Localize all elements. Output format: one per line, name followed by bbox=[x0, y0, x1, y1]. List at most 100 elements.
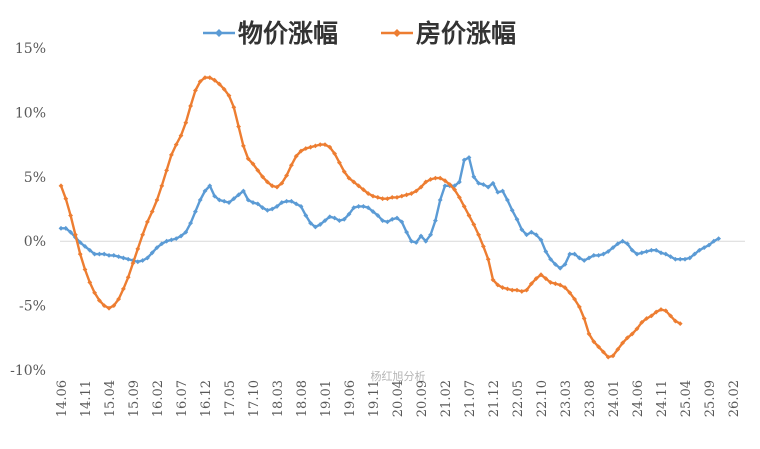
data-point bbox=[284, 198, 289, 204]
data-point bbox=[639, 319, 645, 325]
data-point bbox=[553, 261, 558, 267]
x-tick-label: 24.01 bbox=[607, 380, 622, 417]
data-point bbox=[663, 251, 669, 257]
data-point bbox=[457, 179, 462, 185]
data-point bbox=[610, 245, 616, 251]
data-point bbox=[226, 93, 232, 99]
data-point bbox=[437, 175, 443, 181]
data-point bbox=[490, 277, 496, 283]
data-point bbox=[298, 148, 304, 154]
x-tick-label: 24.11 bbox=[655, 380, 670, 417]
data-point bbox=[188, 103, 193, 109]
data-point bbox=[236, 192, 241, 198]
x-tick-label: 22.10 bbox=[535, 380, 550, 417]
legend-label-housing: 房价涨幅 bbox=[416, 19, 516, 48]
data-point bbox=[553, 281, 558, 287]
x-tick-label: 24.06 bbox=[631, 380, 646, 417]
data-point bbox=[625, 241, 630, 247]
data-point bbox=[452, 187, 457, 193]
data-point bbox=[169, 152, 174, 158]
x-tick-label: 20.04 bbox=[391, 380, 406, 417]
data-point bbox=[159, 241, 165, 247]
x-tick-label: 23.08 bbox=[583, 380, 598, 417]
data-point bbox=[351, 205, 357, 211]
legend-item-price: 物价涨幅 bbox=[203, 19, 338, 48]
data-point bbox=[658, 250, 664, 256]
y-tick-label: 0% bbox=[24, 234, 46, 250]
data-point bbox=[629, 247, 635, 253]
data-point bbox=[164, 238, 169, 244]
data-point bbox=[620, 340, 625, 346]
data-point bbox=[380, 218, 385, 223]
data-point bbox=[346, 211, 352, 217]
data-point bbox=[82, 267, 88, 272]
data-point bbox=[289, 198, 294, 204]
data-point bbox=[615, 241, 621, 247]
data-point bbox=[260, 174, 265, 180]
data-point bbox=[169, 237, 174, 243]
data-point bbox=[505, 197, 510, 203]
data-point bbox=[322, 218, 328, 223]
data-point bbox=[265, 207, 270, 213]
data-point bbox=[207, 183, 213, 189]
data-point bbox=[485, 184, 491, 190]
data-point bbox=[341, 216, 347, 222]
y-tick-label: 5% bbox=[24, 170, 46, 186]
data-point bbox=[538, 237, 544, 243]
data-point bbox=[668, 254, 673, 260]
x-tick-label: 26.02 bbox=[727, 380, 742, 417]
data-point bbox=[409, 238, 414, 244]
data-point bbox=[514, 287, 520, 293]
data-point bbox=[327, 214, 333, 220]
data-point bbox=[260, 205, 265, 211]
data-point bbox=[293, 153, 299, 159]
legend-label-price: 物价涨幅 bbox=[238, 19, 338, 48]
data-point bbox=[92, 290, 97, 296]
data-point bbox=[716, 236, 721, 242]
data-point bbox=[159, 183, 165, 189]
data-point bbox=[63, 196, 69, 202]
data-point bbox=[581, 258, 587, 263]
data-point bbox=[226, 200, 232, 205]
data-point bbox=[649, 313, 654, 319]
data-point bbox=[385, 219, 390, 225]
data-point bbox=[389, 195, 395, 200]
data-point bbox=[356, 183, 361, 189]
data-point bbox=[677, 321, 683, 327]
x-tick-label: 18.08 bbox=[295, 380, 310, 417]
data-point bbox=[111, 252, 117, 258]
y-axis: -10% -5% 0% 5% 10% 15% bbox=[10, 41, 46, 379]
data-point bbox=[241, 143, 246, 149]
data-point bbox=[577, 255, 582, 261]
data-point bbox=[601, 349, 606, 355]
data-point bbox=[236, 124, 241, 129]
data-point bbox=[586, 255, 592, 261]
x-tick-label: 23.03 bbox=[559, 380, 574, 417]
data-point bbox=[380, 196, 385, 202]
data-point bbox=[370, 193, 376, 199]
data-point bbox=[567, 251, 573, 257]
data-point bbox=[610, 353, 616, 359]
data-point bbox=[202, 75, 208, 81]
series-line bbox=[59, 76, 681, 359]
data-point bbox=[495, 189, 501, 195]
data-point bbox=[562, 285, 568, 290]
data-point bbox=[644, 316, 649, 321]
x-tick-label: 19.11 bbox=[367, 380, 382, 417]
data-point bbox=[279, 180, 285, 186]
x-tick-label: 21.02 bbox=[439, 380, 454, 417]
legend: 物价涨幅 房价涨幅 bbox=[203, 19, 516, 48]
x-tick-label: 17.10 bbox=[247, 380, 262, 417]
data-point bbox=[68, 229, 73, 235]
data-point bbox=[87, 247, 93, 253]
data-point bbox=[149, 209, 155, 214]
data-point bbox=[399, 219, 405, 225]
data-point bbox=[212, 77, 217, 83]
data-point bbox=[673, 318, 678, 324]
data-point bbox=[567, 290, 573, 296]
data-point bbox=[217, 197, 222, 203]
data-point bbox=[399, 193, 405, 199]
data-point bbox=[461, 157, 467, 163]
data-point bbox=[394, 215, 400, 221]
data-point bbox=[413, 188, 419, 194]
